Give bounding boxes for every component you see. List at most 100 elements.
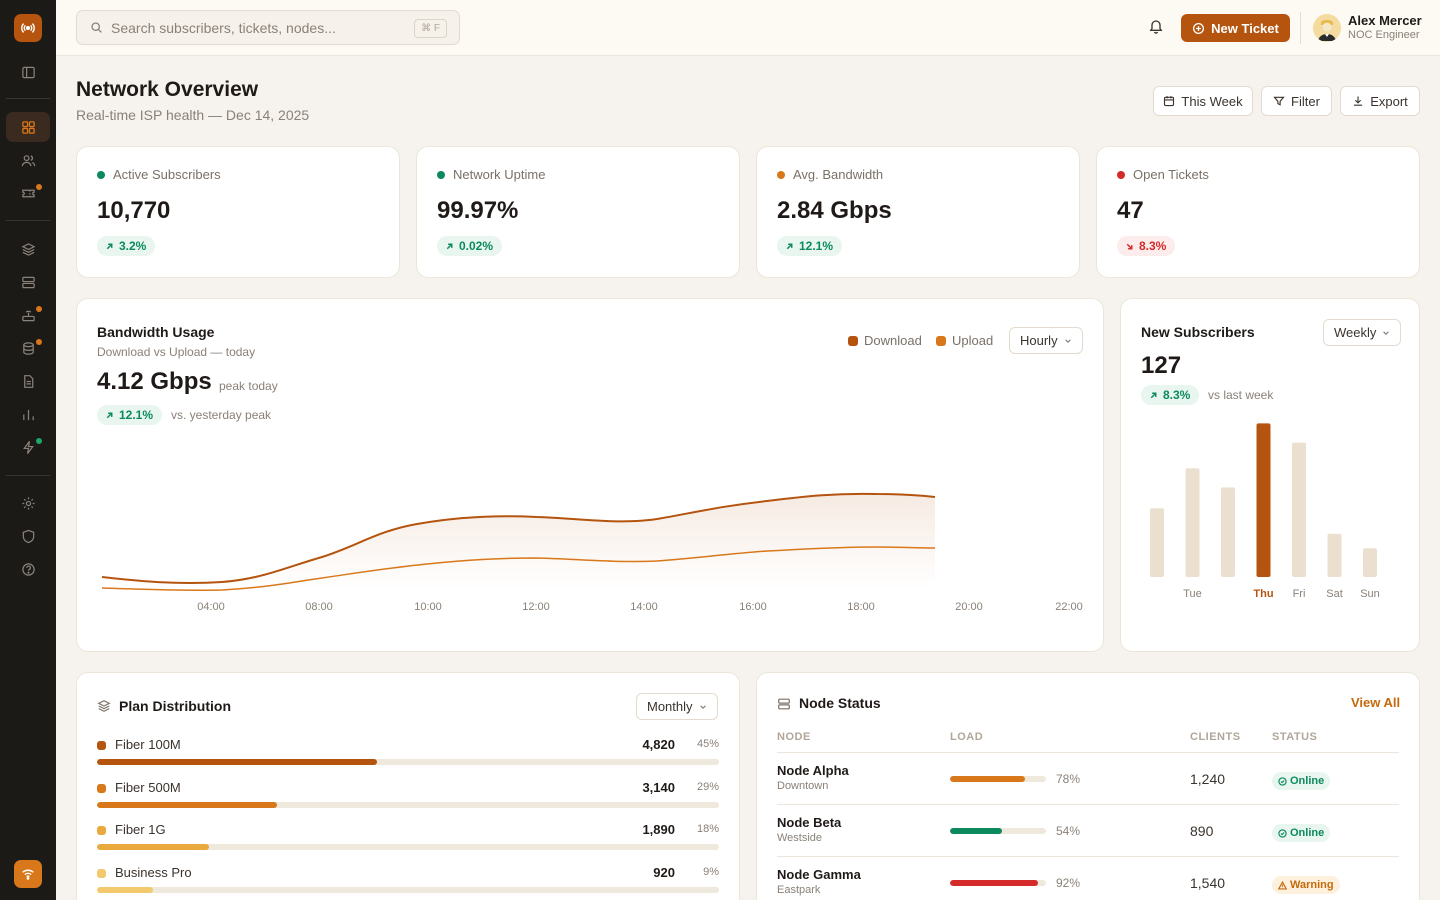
sidebar-collapse-toggle[interactable] [6, 57, 50, 87]
new-ticket-button[interactable]: New Ticket [1181, 14, 1290, 42]
status-label: Warning [1290, 879, 1334, 891]
bell-icon[interactable] [1148, 18, 1164, 34]
load-percent: 92% [1056, 876, 1081, 890]
subscribers-bar[interactable] [1363, 548, 1377, 577]
sidebar-item-subscribers[interactable] [6, 145, 50, 175]
plan-color-dot [97, 784, 106, 793]
subscribers-bar[interactable] [1150, 508, 1164, 577]
node-name: Node Alpha [777, 763, 849, 778]
download-series-line [101, 492, 936, 585]
sidebar [0, 0, 56, 900]
page-subtitle: Real-time ISP health — Dec 14, 2025 [76, 107, 310, 123]
plus-circle-icon [1193, 22, 1205, 34]
kpi-status-dot [97, 171, 105, 179]
status-badge: Online [1272, 824, 1331, 842]
sidebar-item-security[interactable] [6, 521, 50, 551]
search-input[interactable] [111, 19, 411, 36]
wifi-icon [22, 869, 34, 880]
help-circle-icon [21, 562, 35, 576]
sidebar-item-routers[interactable] [6, 300, 50, 330]
filter-button[interactable]: Filter [1261, 86, 1332, 116]
gear-icon [21, 496, 35, 510]
load-percent: 54% [1056, 824, 1081, 838]
plan-distribution-card: Plan Distribution Monthly Fiber 100M 4,8… [76, 672, 740, 900]
legend-swatch [936, 335, 946, 346]
kpi-status-dot [1117, 171, 1125, 179]
sidebar-item-dashboard[interactable] [6, 112, 50, 142]
sidebar-item-settings[interactable] [6, 488, 50, 518]
card-title: Bandwidth Usage [97, 324, 215, 340]
x-axis-tick-label: 10:00 [414, 601, 442, 613]
sidebar-item-analytics[interactable] [6, 399, 50, 429]
sidebar-item-database[interactable] [6, 333, 50, 363]
subscribers-bar[interactable] [1256, 423, 1271, 577]
export-button[interactable]: Export [1340, 86, 1420, 116]
sidebar-item-tickets[interactable] [6, 178, 50, 208]
legend-download: Download [848, 333, 922, 348]
connection-status-button[interactable] [14, 860, 42, 888]
arrow-up-right-icon [106, 243, 113, 249]
sidebar-item-nodes[interactable] [6, 267, 50, 297]
table-row[interactable]: Node Gamma Eastpark 92% 1,540 Warning [777, 856, 1399, 900]
kpi-value: 99.97% [437, 197, 519, 224]
column-header-status: STATUS [1272, 731, 1318, 743]
x-axis-tick-label: 12:00 [522, 601, 550, 613]
kpi-card-network-uptime: Network Uptime 99.97% 0.02% [416, 146, 740, 278]
kpi-value: 47 [1117, 197, 1144, 224]
sidebar-item-reports[interactable] [6, 366, 50, 396]
column-header-load: LOAD [950, 731, 984, 743]
avatar[interactable] [1313, 14, 1341, 42]
bandwidth-range-select[interactable]: Hourly [1009, 327, 1083, 354]
view-all-link[interactable]: View All [1351, 695, 1401, 710]
kpi-card-open-tickets: Open Tickets 47 8.3% [1096, 146, 1420, 278]
plan-count: 1,890 [642, 822, 675, 837]
subscribers-bar[interactable] [1292, 442, 1306, 577]
subscribers-bar[interactable] [1327, 533, 1342, 577]
select-value: Hourly [1020, 333, 1058, 348]
subscribers-delta-note: vs last week [1208, 388, 1274, 402]
plan-progress-track [97, 844, 719, 850]
sidebar-divider [6, 475, 50, 476]
card-title: New Subscribers [1141, 324, 1255, 340]
search-bar[interactable]: ⌘ F [76, 10, 460, 45]
day-label: Sun [1360, 588, 1380, 600]
plan-percent: 18% [696, 823, 719, 835]
status-badge: Warning [1272, 876, 1340, 894]
sidebar-item-power[interactable] [6, 432, 50, 462]
x-axis-tick-label: 14:00 [630, 601, 658, 613]
user-name: Alex Mercer [1348, 13, 1422, 28]
date-range-button[interactable]: This Week [1153, 86, 1253, 116]
new-subscribers-value: 127 [1141, 352, 1182, 379]
new-subscribers-bar-chart: Tue Thu Fri Sat Sun [1150, 423, 1380, 600]
broadcast-icon [21, 23, 35, 33]
sidebar-item-help[interactable] [6, 554, 50, 584]
card-title: Node Status [799, 695, 881, 711]
bandwidth-delta-value: 12.1% [119, 408, 154, 422]
table-row[interactable]: Node Beta Westside 54% 890 Online [777, 804, 1399, 856]
export-label: Export [1370, 93, 1408, 109]
sidebar-divider [6, 220, 50, 221]
app-logo[interactable] [14, 14, 42, 42]
plan-progress-fill [97, 759, 377, 765]
check-circle-icon [1278, 776, 1287, 786]
sidebar-item-plans[interactable] [6, 234, 50, 264]
document-icon [23, 374, 33, 388]
plan-percent: 29% [696, 781, 719, 793]
legend-swatch [848, 335, 858, 346]
database-icon [22, 341, 34, 355]
plan-row: Fiber 1G 1,890 18% [97, 821, 719, 861]
kpi-label: Active Subscribers [113, 167, 221, 182]
download-area [102, 493, 935, 589]
user-role: NOC Engineer [1348, 29, 1420, 41]
subscribers-range-select[interactable]: Weekly [1323, 319, 1402, 346]
bandwidth-area-chart [101, 492, 936, 592]
notification-dot [36, 184, 42, 190]
day-label: Thu [1253, 588, 1273, 600]
subscribers-bar[interactable] [1221, 487, 1235, 577]
kpi-label: Avg. Bandwidth [793, 167, 884, 182]
day-label: Tue [1183, 588, 1202, 600]
table-row[interactable]: Node Alpha Downtown 78% 1,240 Online [777, 752, 1399, 804]
legend-label: Upload [952, 333, 994, 348]
subscribers-bar[interactable] [1185, 468, 1200, 577]
plan-range-select[interactable]: Monthly [636, 693, 718, 720]
